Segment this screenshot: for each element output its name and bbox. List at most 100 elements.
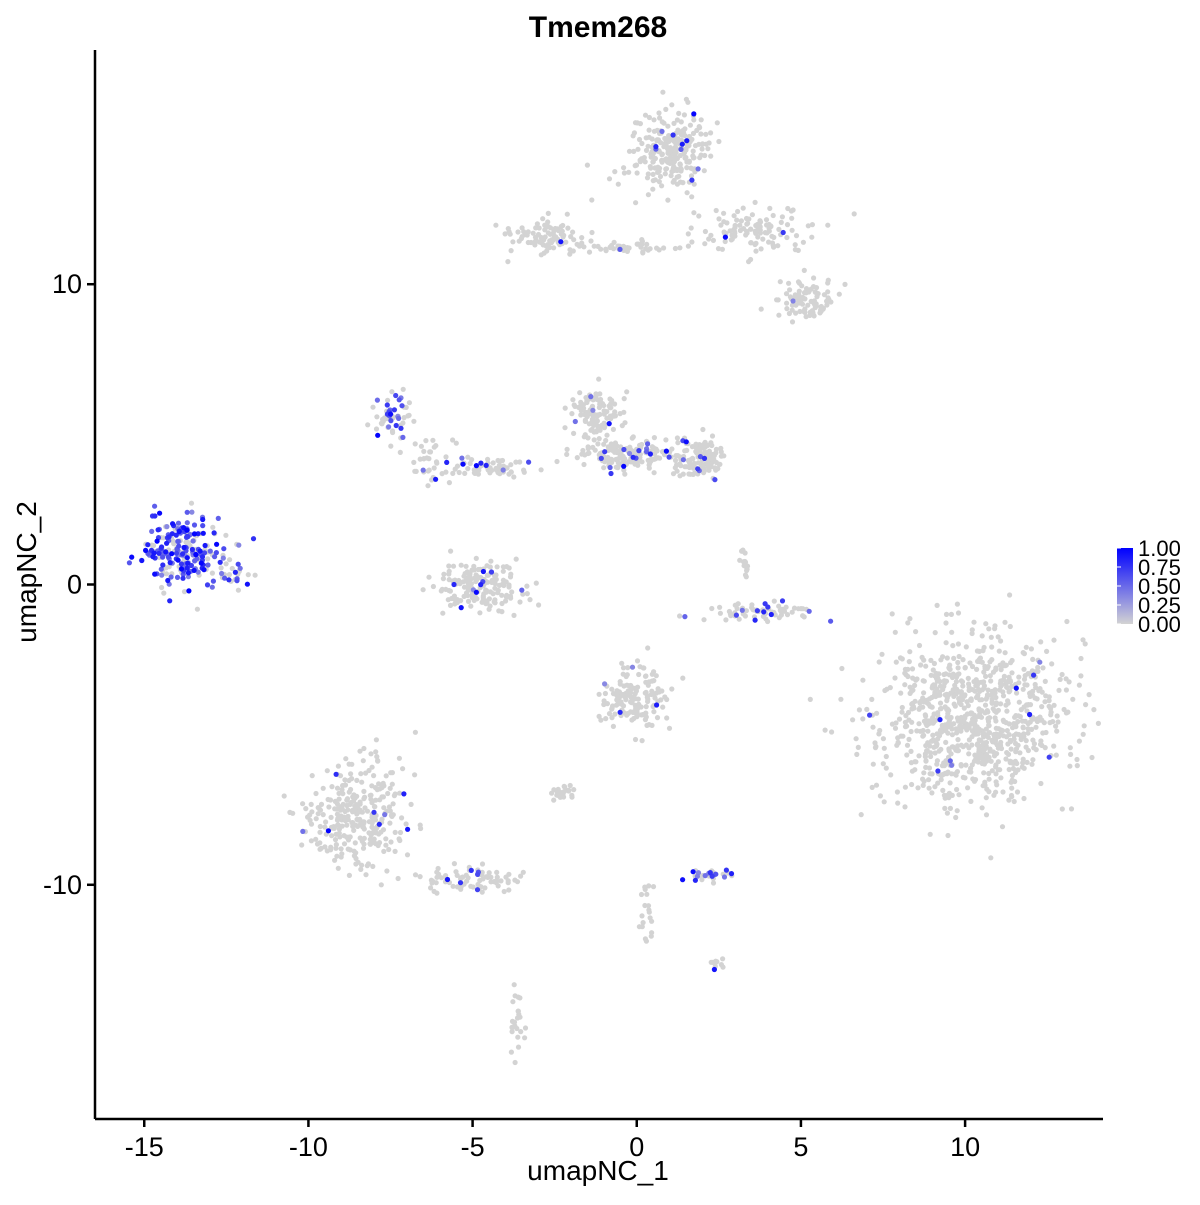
cell-point [636,671,642,678]
cell-point [942,680,948,686]
cell-point [143,547,149,554]
cell-point [601,408,607,414]
cell-point [448,548,454,554]
cell-point [706,467,712,473]
cell-point [869,784,875,791]
cell-point [974,666,980,673]
cell-point [801,267,807,273]
cell-point [963,762,969,768]
cell-point [508,1049,514,1055]
cell-point [954,808,960,814]
cell-point [935,713,941,719]
cell-point [683,96,690,102]
cell-point [395,875,401,882]
cell-point [360,758,366,764]
cell-point [462,470,468,476]
cell-point [519,587,525,593]
cell-point [775,297,781,303]
cell-point [215,515,221,522]
cell-point [909,666,916,672]
cell-point [1081,723,1087,729]
cell-point [953,726,959,732]
cell-point [931,744,937,750]
cell-point [450,883,456,889]
cell-point [197,548,203,554]
cell-point [164,540,170,546]
cell-point [642,936,649,942]
cell-point [680,180,686,186]
cell-point [465,454,471,460]
cell-point [308,821,315,827]
cell-point [917,705,923,711]
cell-point [639,156,645,162]
cell-point [361,819,367,825]
cell-point [405,826,411,832]
cell-point [1011,798,1017,805]
cell-point [358,866,364,873]
cell-point [335,763,341,769]
cell-point [818,308,824,314]
cell-point [763,217,770,223]
cell-point [825,222,831,228]
cell-point [743,608,750,614]
cell-point [675,127,681,133]
cell-point [175,538,181,545]
cell-point [698,152,704,158]
cell-point [741,563,747,569]
cell-point [388,411,394,417]
cell-point [722,238,728,245]
cell-point [388,418,394,424]
cell-point [447,588,453,594]
cell-point [1074,756,1080,763]
cell-point [621,467,627,473]
cell-point [783,291,790,297]
cell-point [921,657,927,663]
cell-point [921,778,927,784]
cell-point [327,797,334,803]
cell-point [880,761,886,767]
cell-point [964,699,970,705]
cell-point [325,828,331,834]
cell-point [1020,760,1026,766]
cell-point [927,771,933,777]
cell-point [499,592,505,598]
cell-point [1001,718,1007,725]
cell-point [1020,686,1026,692]
cell-point [683,464,690,470]
cell-point [344,802,350,809]
cell-point [596,436,602,442]
cell-point [1007,623,1013,630]
cell-point [783,604,789,610]
cell-point [825,280,831,286]
cell-point [956,696,962,702]
cell-point [371,773,377,779]
cell-point [800,239,807,245]
color-legend: 1.000.750.500.250.00 [1117,536,1181,637]
cell-point [745,220,751,226]
cell-point [1064,618,1070,625]
cell-point [699,146,705,152]
cell-point [979,805,985,811]
cell-point [634,241,640,247]
cell-point [948,611,955,618]
cell-point [444,876,451,883]
cell-point [912,682,918,689]
cell-point [943,640,949,646]
cell-point [785,205,791,212]
cell-point [511,982,517,988]
cell-point [971,731,977,737]
cell-point [368,796,374,802]
cell-point [1070,696,1076,702]
cell-point [385,790,391,797]
cell-point [985,718,992,725]
cell-point [703,141,709,147]
cell-point [684,447,690,453]
cell-point [663,166,669,172]
cell-point [611,442,617,448]
cell-point [1037,717,1044,723]
cell-point [389,389,395,395]
cell-point [1068,806,1075,812]
cell-point [998,739,1004,745]
cell-point [662,694,668,700]
cell-point [683,154,689,161]
